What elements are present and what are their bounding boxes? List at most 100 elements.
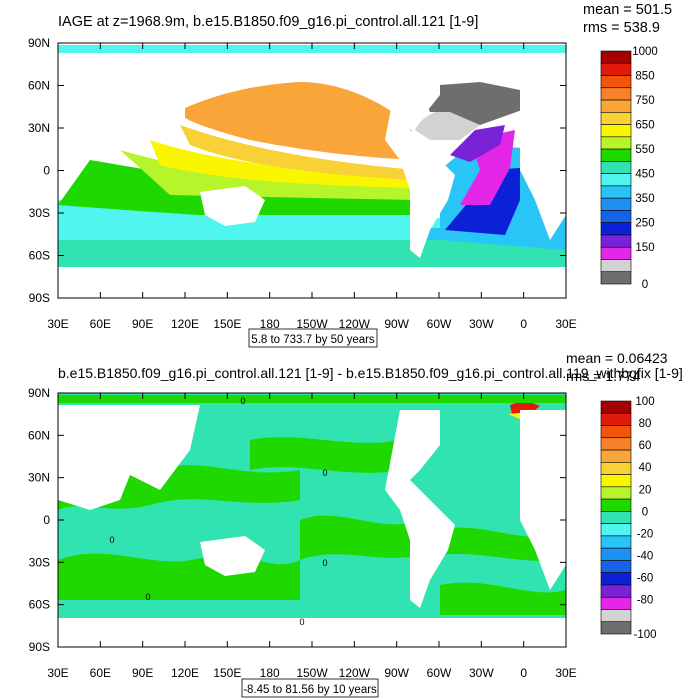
colorbar-swatch [600,572,632,586]
colorbar-swatch [600,246,632,260]
continent-asia [58,55,200,160]
continent-africa-europe [520,410,566,590]
colorbar-swatch [600,560,632,573]
colorbar-swatch [600,535,632,549]
colorbar-label: 350 [635,193,654,205]
colorbar-swatch [600,210,632,223]
mean-stat: mean = 0.06423 [566,350,668,366]
colorbar-swatch [600,474,632,488]
positive-patch [300,515,420,560]
colorbar-swatch [600,136,632,150]
colorbar-label: 40 [639,462,652,474]
colorbar-swatch [600,425,632,439]
south-subtropic-field [120,150,415,200]
continent-africa-europe [520,60,566,240]
subtitle-box [241,678,379,698]
rms-stat: rms = 1.774 [566,368,641,384]
colorbar-swatch [600,222,632,236]
x-tick-label: 60E [90,317,111,331]
positive-patch [440,582,566,615]
contour-label: 0 [109,535,114,545]
x-tick-label: 30E [47,317,68,331]
positive-patch [250,437,400,473]
panel-title: b.e15.B1850.f09_g16.pi_control.all.121 [… [58,365,683,381]
x-tick-label: 150E [213,317,241,331]
north-atlantic-dark [425,82,522,125]
positive-patch [440,527,566,562]
x-tick-label: 60E [90,666,111,680]
colorbar-swatch [600,259,632,273]
x-tick-label: 90W [384,317,409,331]
colorbar: 100 80 60 40 20 0 -20 -40 -60 -80 -100 [600,396,657,641]
x-tick-label: 0 [520,666,527,680]
x-tick-label: 150W [296,317,328,331]
x-tick-label: 30E [47,666,68,680]
colorbar: 1000 850 750 650 550 450 350 250 150 0 [600,46,658,291]
contour-label: 0 [145,592,150,602]
colorbar-label: -60 [637,573,654,585]
colorbar-label: 60 [639,440,652,452]
colorbar-swatch [600,124,632,138]
colorbar-label: 750 [635,95,654,107]
colorbar-swatch [600,523,632,537]
colorbar-swatch [600,412,632,426]
colorbar-label: 650 [635,120,654,132]
continent-asia [58,405,200,510]
colorbar-label: -100 [633,629,656,641]
map-field [58,393,566,647]
contour-label: 0 [240,396,245,406]
colorbar-label: -80 [637,595,654,607]
x-tick-label: 120E [171,666,199,680]
y-tick-label: 60S [29,598,50,612]
colorbar-swatch [600,112,632,125]
difference-panel: b.e15.B1850.f09_g16.pi_control.all.121 [… [28,350,683,698]
contour-label: 0 [322,468,327,478]
y-axis: 90N 60N 30N 0 30S 60S 90S [28,36,566,305]
y-tick-label: 0 [43,164,50,178]
x-tick-label: 150E [213,666,241,680]
y-tick-label: 0 [43,513,50,527]
x-tick-label: 120W [339,317,371,331]
panel-subtitle: 5.8 to 733.7 by 50 years [251,334,375,346]
y-axis: 90N 60N 30N 0 30S 60S 90S [28,386,566,654]
y-tick-label: 90N [28,386,50,400]
x-tick-label: 90W [384,666,409,680]
colorbar-swatch [600,621,632,635]
colorbar-label: 80 [639,418,652,430]
x-tick-label: 120E [171,317,199,331]
x-tick-label: 30W [469,317,494,331]
colorbar-swatch [600,462,632,475]
x-tick-label: 150W [296,666,328,680]
colorbar-swatch [600,148,632,162]
x-tick-label: 60W [427,666,452,680]
y-tick-label: 60N [28,428,50,442]
north-pacific-old-water [185,82,420,160]
rms-stat: rms = 538.9 [583,20,660,36]
colorbar-label: 0 [642,506,648,518]
colorbar-swatch [600,498,632,512]
colorbar-label: 450 [635,169,654,181]
colorbar-swatch [600,173,632,187]
x-tick-label: 90E [132,666,153,680]
x-axis: 30E 60E 90E 120E 150E 180 150W 120W 90W 60W 30W 0 30… [47,393,577,680]
colorbar-swatch [600,547,632,561]
continent-australia [200,536,265,576]
y-tick-label: 30N [28,471,50,485]
colorbar-swatch [600,486,632,500]
y-tick-label: 90S [29,291,50,305]
panel-title: IAGE at z=1968.9m, b.e15.B1850.f09_g16.p… [58,14,478,30]
x-tick-label: 180 [260,666,280,680]
colorbar-swatch [600,511,632,524]
colorbar-swatch [600,87,632,101]
colorbar-swatch [600,197,632,211]
x-tick-label: 60W [427,317,452,331]
colorbar-label: 250 [635,218,654,230]
colorbar-swatch [600,596,632,610]
x-tick-label: 30E [555,317,576,331]
x-tick-label: 0 [520,317,527,331]
x-axis: 30E 60E 90E 120E 150E 180 150W 120W 90W 60W 30W 0 30… [47,43,577,331]
map-field [58,43,566,298]
colorbar-swatch [600,609,632,623]
x-tick-label: 90E [132,317,153,331]
